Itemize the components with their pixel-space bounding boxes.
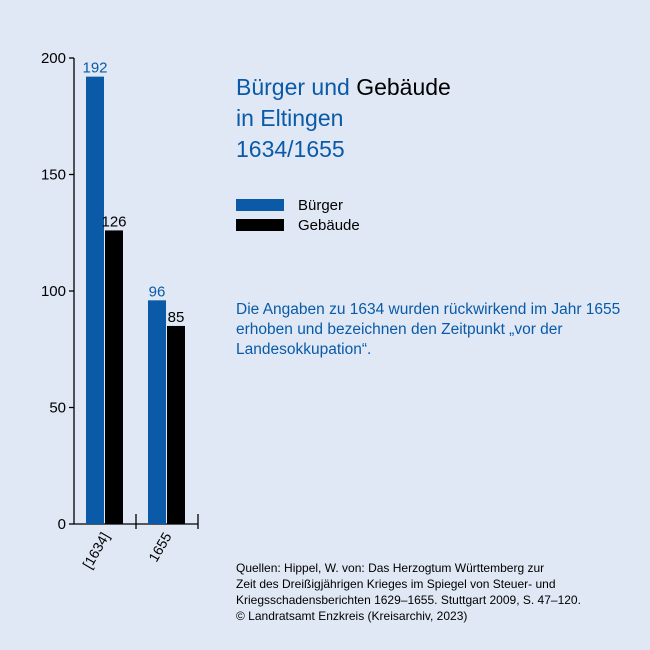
y-tick-label: 50 <box>49 400 66 417</box>
source-line: Kriegsschadensberichten 1629–1655. Stutt… <box>236 593 581 607</box>
chart-legend: Bürger Gebäude <box>236 195 360 235</box>
title-line-years: 1634/1655 <box>236 136 345 162</box>
footnote-1634: Die Angaben zu 1634 wurden rückwirkend i… <box>236 301 621 358</box>
bar-gebäude-1 <box>167 325 185 524</box>
title-line-place: in Eltingen <box>236 105 344 131</box>
bar-value-label: 126 <box>101 213 126 230</box>
bar-bürger-0 <box>86 76 104 524</box>
bar-value-label: 192 <box>82 60 107 77</box>
legend-swatch-gebaeude <box>236 219 284 231</box>
legend-label-gebaeude: Gebäude <box>298 216 360 234</box>
source-line: Zeit des Dreißigjährigen Krieges im Spie… <box>236 577 556 591</box>
bar-gebäude-0 <box>105 230 123 525</box>
y-tick-label: 200 <box>41 50 66 67</box>
bar-value-label: 96 <box>149 283 166 300</box>
title-part-buerger: Bürger und <box>236 74 357 100</box>
y-tick-label: 100 <box>41 283 66 300</box>
bar-bürger-1 <box>148 300 166 524</box>
legend-item-gebaeude: Gebäude <box>236 215 360 235</box>
bar-value-label: 85 <box>168 309 185 326</box>
legend-swatch-buerger <box>236 199 284 211</box>
legend-label-buerger: Bürger <box>298 196 344 214</box>
chart-title: Bürger und Gebäude in Eltingen 1634/1655 <box>236 72 451 165</box>
x-category-label: [1634] <box>79 530 112 572</box>
legend-item-buerger: Bürger <box>236 195 360 215</box>
copyright-line: © Landratsamt Enzkreis (Kreisarchiv, 202… <box>236 609 468 623</box>
title-part-gebaeude: Gebäude <box>356 74 451 100</box>
sources-block: Quellen: Hippel, W. von: Das Herzogtum W… <box>236 560 636 624</box>
y-tick-label: 0 <box>58 516 66 533</box>
y-tick-label: 150 <box>41 167 66 184</box>
source-line: Quellen: Hippel, W. von: Das Herzogtum W… <box>236 561 545 575</box>
x-category-label: 1655 <box>145 529 175 564</box>
